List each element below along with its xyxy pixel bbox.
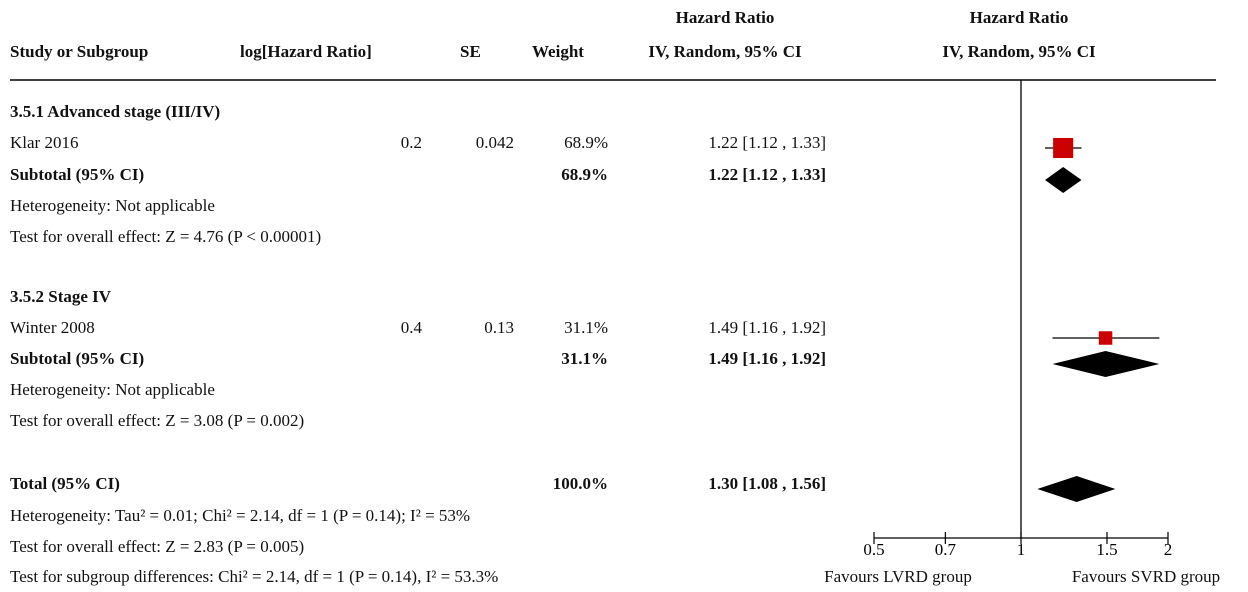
x-tick-label: 1 bbox=[1017, 540, 1026, 559]
plot-header-top: Hazard Ratio bbox=[969, 8, 1069, 27]
study-log-hr: 0.4 bbox=[400, 318, 422, 337]
x-tick-label: 1.5 bbox=[1096, 540, 1117, 559]
study-name: Klar 2016 bbox=[10, 133, 79, 152]
subtotal-ci: 1.49 [1.16 , 1.92] bbox=[708, 349, 826, 368]
summary-diamond bbox=[1037, 476, 1116, 502]
favours-left-label: Favours LVRD group bbox=[824, 567, 972, 586]
subtotal-label: Subtotal (95% CI) bbox=[10, 165, 145, 184]
study-se: 0.042 bbox=[475, 133, 514, 152]
subtotal-ci: 1.22 [1.12 , 1.33] bbox=[708, 165, 826, 184]
total-weight: 100.0% bbox=[552, 474, 608, 493]
total-label: Total (95% CI) bbox=[10, 474, 120, 493]
study-weight: 68.9% bbox=[564, 133, 608, 152]
heterogeneity-text: Heterogeneity: Not applicable bbox=[10, 196, 215, 215]
x-tick-label: 2 bbox=[1164, 540, 1173, 559]
subgroup2-title: 3.5.2 Stage IV bbox=[10, 287, 112, 306]
study-log-hr: 0.2 bbox=[400, 133, 422, 152]
x-tick-label: 0.5 bbox=[863, 540, 884, 559]
study-name: Winter 2008 bbox=[10, 318, 95, 337]
summary-diamond bbox=[1045, 167, 1082, 193]
subtotal-label: Subtotal (95% CI) bbox=[10, 349, 145, 368]
header-se: SE bbox=[460, 42, 481, 61]
study-marker bbox=[1098, 331, 1113, 345]
study-ci: 1.22 [1.12 , 1.33] bbox=[708, 133, 826, 152]
total-heterogeneity-text: Heterogeneity: Tau² = 0.01; Chi² = 2.14,… bbox=[10, 506, 471, 525]
subtotal-weight: 68.9% bbox=[561, 165, 608, 184]
header-hr-bottom: IV, Random, 95% CI bbox=[648, 42, 802, 61]
study-ci: 1.49 [1.16 , 1.92] bbox=[708, 318, 826, 337]
header-weight: Weight bbox=[532, 42, 584, 61]
x-tick-label: 0.7 bbox=[935, 540, 957, 559]
header-log-hr: log[Hazard Ratio] bbox=[240, 42, 372, 61]
favours-right-label: Favours SVRD group bbox=[1071, 567, 1221, 586]
study-se: 0.13 bbox=[484, 318, 514, 337]
overall-effect-text: Test for overall effect: Z = 4.76 (P < 0… bbox=[10, 227, 322, 246]
subgroup1-title: 3.5.1 Advanced stage (III/IV) bbox=[10, 102, 221, 121]
subtotal-weight: 31.1% bbox=[561, 349, 608, 368]
study-weight: 31.1% bbox=[564, 318, 608, 337]
plot-header-bottom: IV, Random, 95% CI bbox=[942, 42, 1096, 61]
header-study: Study or Subgroup bbox=[10, 42, 149, 61]
summary-diamond bbox=[1052, 351, 1160, 377]
heterogeneity-text: Heterogeneity: Not applicable bbox=[10, 380, 215, 399]
study-marker bbox=[1053, 137, 1074, 159]
header-hr-top: Hazard Ratio bbox=[675, 8, 775, 27]
subgroup-differences-text: Test for subgroup differences: Chi² = 2.… bbox=[10, 567, 499, 586]
overall-effect-text: Test for overall effect: Z = 3.08 (P = 0… bbox=[10, 411, 305, 430]
total-ci: 1.30 [1.08 , 1.56] bbox=[708, 474, 826, 493]
total-overall-effect-text: Test for overall effect: Z = 2.83 (P = 0… bbox=[10, 537, 305, 556]
